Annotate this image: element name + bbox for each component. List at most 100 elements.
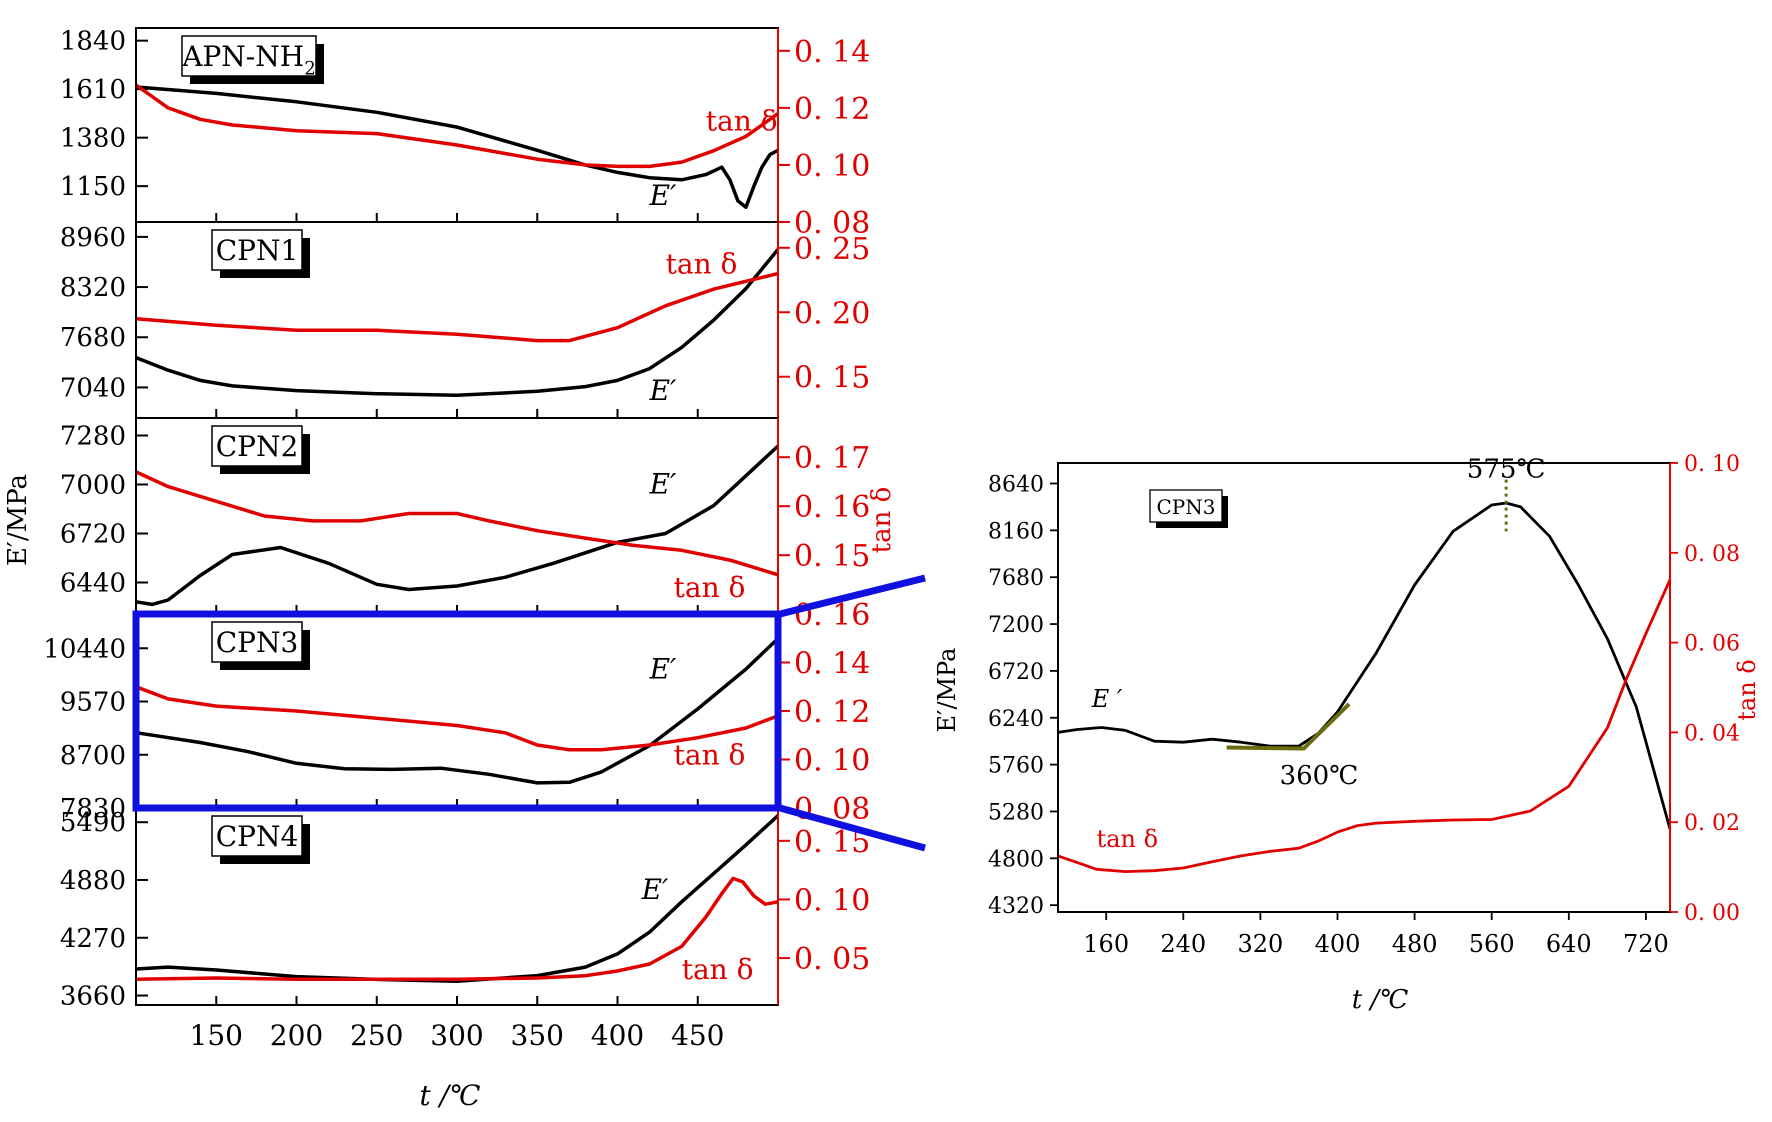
onset-annotation: 360℃	[1280, 761, 1359, 791]
panel-cpn1: 8960 8320 7680 7040 0. 25 0. 20 0. 15 E′ tan δ CP…	[60, 221, 870, 419]
e-prime-line	[1057, 501, 1672, 830]
x-tick-label: 320	[1237, 930, 1283, 958]
zoom-connector-bottom	[779, 804, 926, 852]
x-tick-label: 240	[1160, 930, 1206, 958]
tan-delta-label: tan δ	[674, 571, 746, 604]
y-tick-label: 4800	[988, 847, 1044, 872]
peak-annotation: 575℃	[1467, 455, 1546, 485]
panel-title-label: CPN3	[216, 626, 299, 659]
x-tick-label: 560	[1469, 930, 1515, 958]
y-tick-label: 7200	[988, 613, 1044, 638]
y-tick-label: 6720	[60, 520, 126, 550]
x-tick-label: 720	[1623, 930, 1669, 958]
panel-title-label: CPN3	[1157, 495, 1216, 519]
y-tick-label: 1610	[60, 75, 126, 105]
y-tick-label: 6720	[988, 660, 1044, 685]
tan-delta-line	[1057, 579, 1672, 873]
y-tick-label: 8320	[60, 273, 126, 303]
e-prime-label: E′	[649, 374, 677, 407]
e-prime-label: E ′	[1091, 685, 1123, 713]
y2-tick-label: 0. 15	[794, 361, 870, 396]
y2-tick-label: 0. 02	[1684, 811, 1740, 836]
y2-tick-label: 0. 00	[1684, 901, 1740, 926]
onset-tangent-lines	[1226, 702, 1351, 751]
x-tick-label: 480	[1392, 930, 1438, 958]
y-tick-label: 4270	[60, 924, 126, 954]
y-tick-label: 7280	[60, 422, 126, 452]
y-tick-label: 5760	[988, 754, 1044, 779]
y-tick-label: 1380	[60, 124, 126, 154]
y-tick-label: 6240	[988, 707, 1044, 732]
y2-tick-label: 0. 25	[794, 232, 870, 267]
tan-delta-label: tan δ	[674, 738, 746, 771]
x-axis-title: t /℃	[420, 1079, 481, 1112]
y2-tick-label: 0. 10	[794, 149, 870, 184]
panel-apn-nh2: 1840 1610 1380 1150 0. 14 0. 12 0. 10 0. 08 E′ ta…	[60, 27, 871, 241]
y-tick-label: 7040	[60, 373, 126, 403]
y-tick-label: 7680	[988, 566, 1044, 591]
y2-tick-label: 0. 20	[794, 296, 870, 331]
x-tick-label: 400	[1315, 930, 1361, 958]
y-tick-label: 9570	[60, 688, 126, 718]
tan-delta-line	[135, 685, 779, 752]
y-axis-title: E′/MPa	[3, 474, 33, 566]
tan-delta-label: tan δ	[1097, 825, 1159, 853]
zoom-connector-top	[779, 574, 926, 618]
e-prime-label: E′	[641, 873, 669, 906]
y2-tick-label: 0. 10	[1684, 452, 1740, 477]
enlarged-cpn3-panel: 8640 8160 7680 7200 6720 6240 5760 5280 4800 4320…	[933, 452, 1761, 1015]
zoom-connectors	[779, 574, 926, 852]
y-tick-label: 8700	[60, 741, 126, 771]
y-tick-label: 5490	[60, 808, 126, 838]
tan-delta-line	[135, 876, 779, 981]
y-tick-label: 5280	[988, 800, 1044, 825]
x-tick-label: 200	[270, 1019, 323, 1052]
y-tick-label: 4880	[60, 866, 126, 896]
y2-tick-label: 0. 17	[794, 441, 870, 476]
y-tick-label: 10440	[43, 634, 126, 664]
panel-cpn2: 7280 7000 6720 6440 0. 17 0. 16 0. 15 E′ tan δ CP…	[60, 417, 870, 615]
y-tick-label: 1150	[60, 172, 126, 202]
y2-tick-label: 0. 12	[794, 92, 870, 127]
y-tick-label: 1840	[60, 27, 126, 57]
tan-delta-line	[135, 470, 779, 577]
panel-title-label: CPN4	[216, 820, 299, 853]
y2-tick-label: 0. 14	[794, 35, 870, 70]
x-tick-label: 350	[511, 1019, 564, 1052]
y2-tick-label: 0. 05	[794, 942, 870, 977]
e-prime-label: E′	[649, 179, 677, 212]
x-tick-label: 640	[1546, 930, 1592, 958]
y2-tick-label: 0. 14	[794, 647, 870, 682]
y-tick-label: 3660	[60, 982, 126, 1012]
panel-title-label: APN-NH2	[181, 40, 316, 79]
y-tick-label: 8640	[988, 472, 1044, 497]
e-prime-line	[135, 85, 779, 209]
tan-delta-label: tan δ	[682, 953, 754, 986]
y2-tick-label: 0. 08	[794, 206, 870, 241]
tan-delta-label: tan δ	[666, 248, 738, 281]
x-tick-label: 150	[190, 1019, 243, 1052]
y2-tick-label: 0. 04	[1684, 721, 1740, 746]
x-tick-label: 400	[591, 1019, 644, 1052]
e-prime-line	[135, 637, 780, 785]
left-stacked-panels: 1840 1610 1380 1150 0. 14 0. 12 0. 10 0. 08 E′ ta…	[3, 27, 897, 1112]
y-tick-label: 4320	[988, 894, 1044, 919]
panel-title-label: CPN2	[216, 430, 299, 463]
x-tick-label: 250	[350, 1019, 403, 1052]
y2-axis-title: tan δ	[1733, 659, 1761, 721]
y-tick-label: 6440	[60, 569, 126, 599]
e-prime-line	[135, 814, 780, 984]
tan-delta-line	[134, 83, 780, 169]
y2-tick-label: 0. 12	[794, 695, 870, 730]
y-tick-label: 8960	[60, 223, 126, 253]
x-tick-label: 450	[671, 1019, 724, 1052]
panel-title-label: CPN1	[216, 234, 299, 267]
e-prime-line	[135, 444, 780, 607]
y2-tick-label: 0. 10	[794, 883, 870, 918]
y-axis-title: E′/MPa	[933, 647, 961, 732]
y2-axis-title: tan δ	[867, 487, 897, 554]
x-tick-label: 160	[1083, 930, 1129, 958]
y2-tick-label: 0. 08	[1684, 542, 1740, 567]
